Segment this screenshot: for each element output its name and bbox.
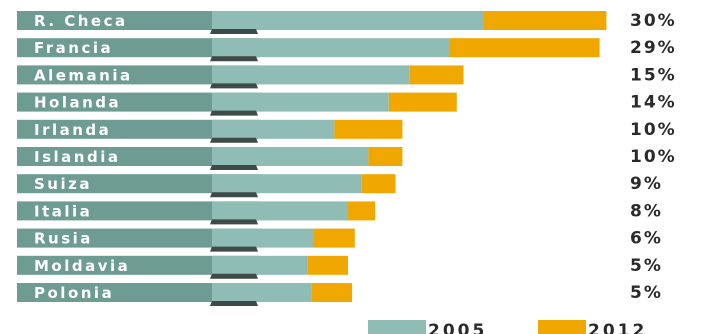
bar-2005-10 [212, 255, 308, 275]
category-label: Alemania [34, 66, 133, 84]
bar-2012-4 [388, 92, 457, 112]
label-box [17, 255, 259, 275]
bar-2005-6 [212, 147, 369, 166]
bar-2012-9 [314, 228, 355, 248]
bar-2012-7 [361, 174, 396, 194]
bar-2005-8 [212, 201, 348, 221]
bar-2005-2 [212, 38, 450, 58]
label-box [17, 11, 259, 30]
label-box [17, 283, 259, 302]
legend-swatch-2012 [538, 320, 586, 334]
label-box [17, 119, 259, 139]
bar-2012-1 [484, 11, 607, 30]
label-box [17, 65, 259, 85]
category-label: Rusia [34, 230, 93, 248]
bar-shadow [210, 83, 258, 89]
data-label: 5% [630, 256, 663, 276]
bar-2012-10 [307, 255, 348, 275]
data-label: 15% [630, 65, 677, 85]
data-label: 6% [630, 229, 663, 249]
bar-2005-11 [212, 283, 312, 302]
bar-2012-5 [334, 119, 403, 139]
legend-swatch-2005 [368, 320, 426, 334]
bar-2005-9 [212, 228, 314, 248]
category-label: Holanda [34, 94, 121, 112]
category-label: Polonia [34, 284, 114, 302]
label-box [17, 38, 259, 58]
label-box [17, 201, 259, 221]
data-label: 10% [630, 120, 677, 140]
label-box [17, 147, 259, 166]
bar-2005-5 [212, 119, 335, 139]
category-label: Irlanda [34, 121, 111, 139]
bar-shadow [210, 165, 258, 170]
category-label: Suiza [34, 175, 92, 193]
bar-shadow [210, 301, 258, 306]
bar-shadow [210, 246, 258, 252]
label-box [17, 174, 259, 194]
bar-2005-7 [212, 174, 362, 194]
bar-2012-8 [348, 201, 376, 221]
bar-shadow [210, 56, 258, 62]
bar-shadow [210, 192, 258, 198]
bar-2005-1 [212, 11, 484, 30]
category-label: Italia [34, 202, 92, 220]
data-label: 9% [630, 174, 663, 194]
label-box [17, 228, 259, 248]
bar-2012-3 [409, 65, 464, 85]
category-label: Francia [34, 39, 113, 57]
data-label: 29% [630, 38, 677, 58]
data-label: 8% [630, 201, 663, 221]
bar-shadow [210, 29, 258, 34]
data-label: 30% [630, 11, 677, 31]
bar-2005-4 [212, 92, 389, 112]
category-label: Islandia [34, 148, 120, 166]
data-label: 14% [630, 93, 677, 113]
legend-label-2005: 2005 [428, 321, 487, 334]
bar-shadow [210, 137, 258, 143]
bar-shadow [210, 110, 258, 116]
bar-2005-3 [212, 65, 410, 85]
bar-shadow [210, 273, 258, 279]
data-label: 10% [630, 147, 677, 167]
bar-2012-2 [450, 38, 600, 58]
category-label: Moldavia [34, 257, 130, 275]
bar-2012-6 [368, 147, 403, 166]
label-box [17, 92, 259, 112]
data-label: 5% [630, 283, 663, 303]
legend-label-2012: 2012 [588, 321, 647, 334]
bar-shadow [210, 219, 258, 225]
bar-2012-11 [311, 283, 353, 302]
category-label: R. Checa [34, 12, 128, 30]
